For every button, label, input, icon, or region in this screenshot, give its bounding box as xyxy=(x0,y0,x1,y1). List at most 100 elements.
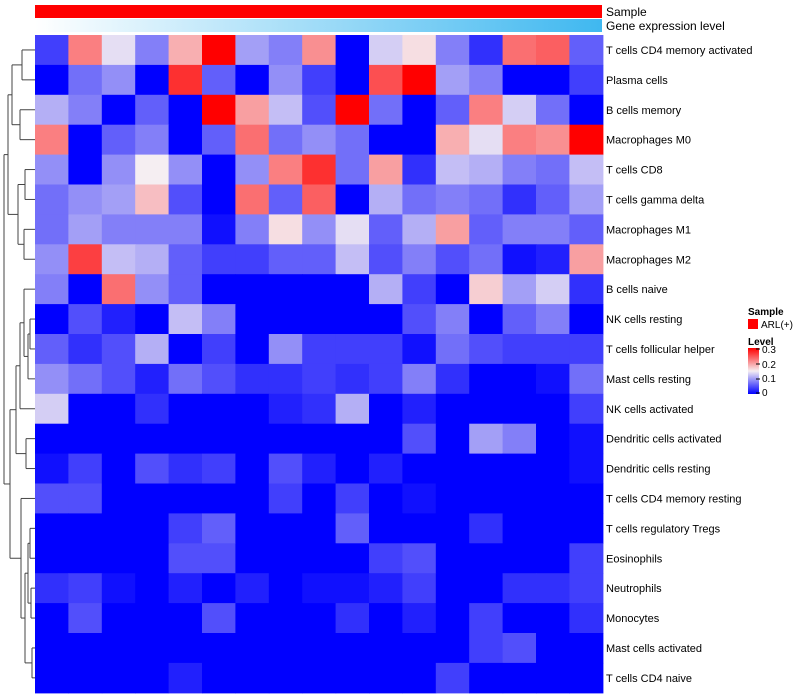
heatmap-cell xyxy=(302,94,337,126)
heatmap-cell xyxy=(502,304,537,335)
heatmap-cell xyxy=(536,214,570,245)
heatmap-cell xyxy=(335,453,370,485)
heatmap-cell xyxy=(536,363,570,395)
heatmap-cell xyxy=(302,154,337,186)
heatmap-cell xyxy=(569,633,604,664)
heatmap-cell xyxy=(168,633,203,664)
heatmap-cell xyxy=(435,573,470,604)
heatmap-cell xyxy=(35,393,69,425)
heatmap-cell xyxy=(135,543,170,574)
heatmap-cell xyxy=(335,304,370,335)
heatmap-cell xyxy=(302,35,337,66)
heatmap-cell xyxy=(35,662,69,694)
heatmap-cell xyxy=(502,543,537,574)
heatmap-cell xyxy=(502,483,537,514)
legend-tick-label: 0.3 xyxy=(762,345,776,356)
heatmap-cell xyxy=(101,423,136,455)
heatmap-cell xyxy=(335,483,370,514)
heatmap-cell xyxy=(335,64,370,96)
heatmap-cell xyxy=(135,603,170,634)
heatmap-cell xyxy=(502,393,537,425)
heatmap-cell xyxy=(235,184,270,215)
heatmap-cell xyxy=(435,184,470,215)
heatmap-cell xyxy=(168,184,203,215)
heatmap-cell xyxy=(235,304,270,335)
heatmap-cell xyxy=(536,483,570,514)
heatmap-cell xyxy=(302,124,337,156)
heatmap-cell xyxy=(536,393,570,425)
heatmap-cell xyxy=(369,393,403,425)
heatmap-cell xyxy=(369,662,403,694)
heatmap-cell xyxy=(235,662,270,694)
heatmap-cell xyxy=(435,64,470,96)
heatmap-cell xyxy=(202,244,236,275)
heatmap-cell xyxy=(101,662,136,694)
heatmap-cell xyxy=(569,184,604,215)
heatmap-cell xyxy=(502,244,537,275)
heatmap-cell xyxy=(502,662,537,694)
heatmap-cell xyxy=(202,453,236,485)
row-label: T cells CD4 naive xyxy=(606,673,692,685)
heatmap-cell xyxy=(435,94,470,126)
row-label: T cells CD4 memory resting xyxy=(606,493,742,505)
row-label: T cells follicular helper xyxy=(606,344,715,356)
heatmap-cell xyxy=(335,35,370,66)
heatmap-cell xyxy=(402,124,437,156)
heatmap-cell xyxy=(202,603,236,634)
heatmap-cell xyxy=(268,573,303,604)
heatmap-cell xyxy=(536,274,570,305)
heatmap-cell xyxy=(435,633,470,664)
heatmap-cell xyxy=(68,184,103,215)
heatmap-cell xyxy=(135,453,170,485)
heatmap-cell xyxy=(435,423,470,455)
heatmap-cell xyxy=(469,483,504,514)
heatmap-cell xyxy=(268,513,303,544)
heatmap-cell xyxy=(268,543,303,574)
heatmap-cell xyxy=(168,363,203,395)
gene-expression-annotation-label: Gene expression level xyxy=(606,19,725,33)
heatmap-cell xyxy=(68,603,103,634)
heatmap-cell xyxy=(135,363,170,395)
heatmap-cell xyxy=(502,513,537,544)
heatmap-cell xyxy=(536,334,570,365)
heatmap-cell xyxy=(135,274,170,305)
heatmap-cell xyxy=(469,244,504,275)
row-labels: T cells CD4 memory activated Plasma cells… xyxy=(606,45,753,685)
heatmap-cell xyxy=(135,94,170,126)
heatmap-cell xyxy=(435,334,470,365)
heatmap-cell xyxy=(202,304,236,335)
heatmap-cell xyxy=(168,573,203,604)
heatmap-cell xyxy=(168,543,203,574)
heatmap-cell xyxy=(235,393,270,425)
heatmap-cell xyxy=(235,363,270,395)
heatmap-cell xyxy=(68,423,103,455)
heatmap-cell xyxy=(469,274,504,305)
heatmap-cell xyxy=(435,304,470,335)
heatmap-cell xyxy=(202,94,236,126)
heatmap-cell xyxy=(268,603,303,634)
heatmap-cell xyxy=(402,244,437,275)
heatmap-cell xyxy=(268,483,303,514)
heatmap-cell xyxy=(569,543,604,574)
heatmap-cell xyxy=(402,304,437,335)
heatmap-cells xyxy=(35,35,604,694)
heatmap-cell xyxy=(202,334,236,365)
heatmap-cell xyxy=(168,662,203,694)
heatmap-cell xyxy=(202,363,236,395)
heatmap-cell xyxy=(68,662,103,694)
heatmap-cell xyxy=(569,603,604,634)
heatmap-cell xyxy=(335,363,370,395)
heatmap-cell xyxy=(569,513,604,544)
heatmap-cell xyxy=(135,154,170,186)
heatmap-cell xyxy=(369,274,403,305)
row-label: Dendritic cells resting xyxy=(606,464,711,476)
heatmap-cell xyxy=(469,662,504,694)
heatmap-cell xyxy=(569,573,604,604)
heatmap-cell xyxy=(502,35,537,66)
heatmap-cell xyxy=(502,184,537,215)
row-label: NK cells resting xyxy=(606,314,682,326)
heatmap-cell xyxy=(268,214,303,245)
heatmap-cell xyxy=(402,274,437,305)
heatmap-cell xyxy=(101,393,136,425)
